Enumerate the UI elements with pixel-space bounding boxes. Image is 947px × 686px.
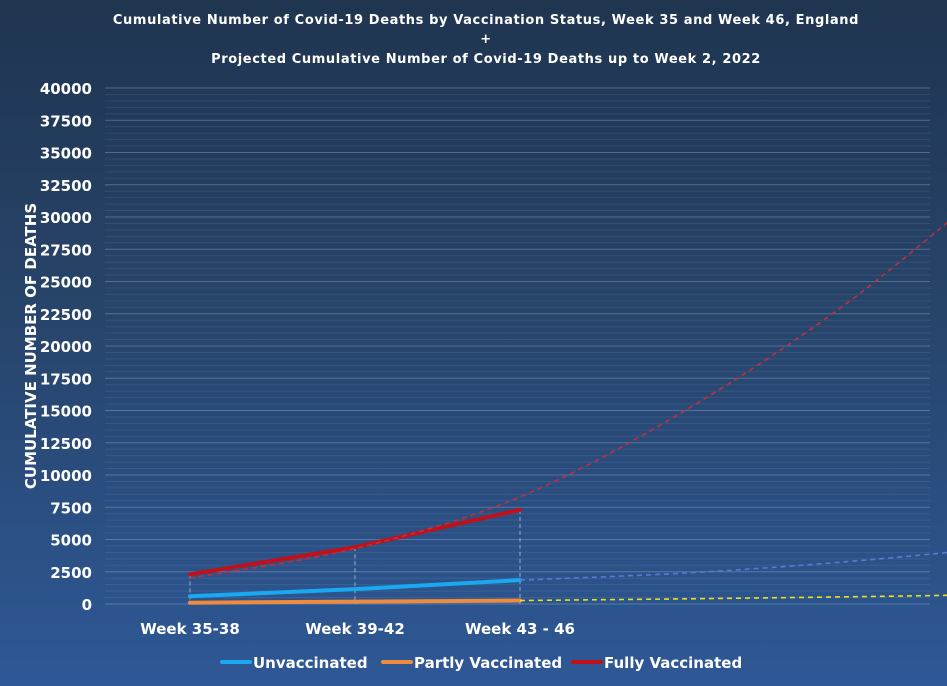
projection-curve (519, 551, 947, 581)
series-line (188, 598, 522, 605)
y-tick-label: 25000 (40, 274, 92, 292)
legend-item: Unvaccinated (220, 654, 368, 672)
y-tick-labels: 0 2500 5000 7500 10000 12500 15000 17500 20000 22… (40, 80, 92, 614)
series-lines (188, 507, 522, 605)
legend-label: Unvaccinated (253, 654, 368, 672)
y-tick-label: 10000 (40, 467, 92, 485)
y-tick-label: 5000 (50, 532, 92, 550)
x-category-label: Week 35-38 (140, 620, 240, 638)
x-category-label: Week 43 - 46 (465, 620, 575, 638)
y-tick-label: 2500 (50, 564, 92, 582)
chart-title: Cumulative Number of Covid-19 Deaths by … (113, 13, 859, 67)
x-category-label: Week 39-42 (305, 620, 405, 638)
y-tick-label: 17500 (40, 370, 92, 388)
projection-lines (189, 221, 947, 602)
title-line-3: Projected Cumulative Number of Covid-19 … (211, 52, 761, 67)
x-category-labels: Week 35-38 Week 39-42 Week 43 - 46 (140, 620, 575, 638)
y-tick-label: 40000 (40, 80, 92, 98)
series-line (188, 507, 522, 577)
legend-label: Fully Vaccinated (604, 654, 742, 672)
y-tick-label: 37500 (40, 112, 92, 130)
y-tick-label: 15000 (40, 403, 92, 421)
title-line-1: Cumulative Number of Covid-19 Deaths by … (113, 13, 859, 28)
y-tick-label: 30000 (40, 209, 92, 227)
y-tick-label: 35000 (40, 145, 92, 163)
legend-label: Partly Vaccinated (414, 654, 562, 672)
projection-curve (189, 221, 947, 579)
y-tick-label: 20000 (40, 338, 92, 356)
series-line (188, 578, 522, 599)
projection-curve (519, 594, 947, 602)
y-tick-label: 22500 (40, 306, 92, 324)
y-tick-label: 0 (82, 596, 92, 614)
gridlines (105, 87, 930, 605)
drop-lines (189, 509, 521, 604)
y-tick-label: 7500 (50, 499, 92, 517)
y-tick-label: 27500 (40, 241, 92, 259)
legend: Unvaccinated Partly Vaccinated Fully Vacci… (220, 654, 742, 672)
title-line-2: + (480, 32, 492, 47)
legend-item: Partly Vaccinated (381, 654, 562, 672)
y-axis-label: CUMULATIVE NUMBER OF DEATHS (22, 203, 40, 489)
y-tick-label: 12500 (40, 435, 92, 453)
legend-item: Fully Vaccinated (571, 654, 742, 672)
y-tick-label: 32500 (40, 177, 92, 195)
